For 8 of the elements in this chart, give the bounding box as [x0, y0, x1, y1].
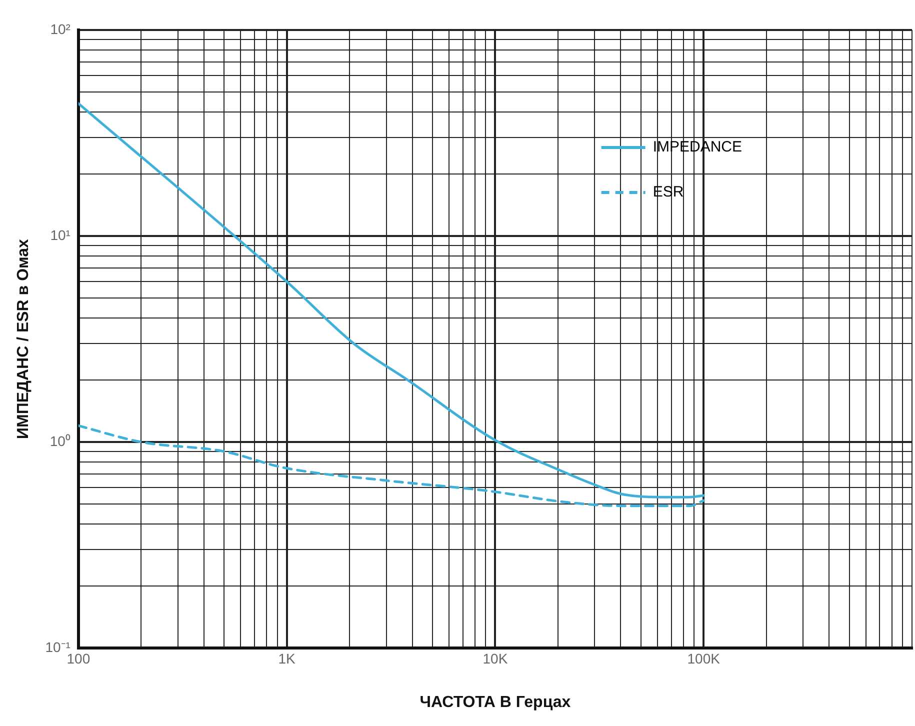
x-tick-label: 1K [278, 650, 296, 666]
x-tick-label: 10K [482, 650, 508, 666]
y-tick-label: 10² [50, 20, 71, 37]
y-tick-label: 10¹ [50, 226, 71, 243]
y-tick-label: 10⁰ [50, 432, 70, 449]
y-axis-title: ИМПЕДАНС / ESR в Омах [15, 238, 32, 439]
x-axis-title: ЧАСТОТА В Герцах [420, 694, 571, 711]
x-tick-label: 100K [687, 650, 721, 666]
